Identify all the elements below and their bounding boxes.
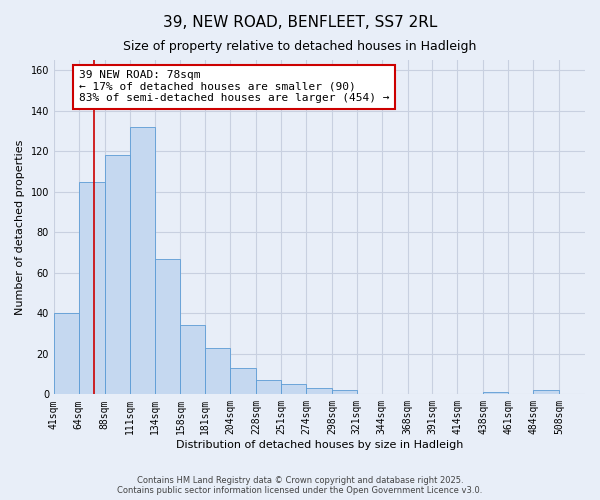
Bar: [484, 392, 508, 394]
Bar: [256, 380, 281, 394]
X-axis label: Distribution of detached houses by size in Hadleigh: Distribution of detached houses by size …: [176, 440, 463, 450]
Bar: [332, 390, 357, 394]
Bar: [105, 155, 130, 394]
Bar: [533, 390, 559, 394]
Text: 39, NEW ROAD, BENFLEET, SS7 2RL: 39, NEW ROAD, BENFLEET, SS7 2RL: [163, 15, 437, 30]
Text: 39 NEW ROAD: 78sqm
← 17% of detached houses are smaller (90)
83% of semi-detache: 39 NEW ROAD: 78sqm ← 17% of detached hou…: [79, 70, 389, 103]
Text: Size of property relative to detached houses in Hadleigh: Size of property relative to detached ho…: [124, 40, 476, 53]
Bar: [281, 384, 306, 394]
Bar: [155, 258, 181, 394]
Bar: [306, 388, 332, 394]
Bar: [54, 314, 79, 394]
Y-axis label: Number of detached properties: Number of detached properties: [15, 140, 25, 315]
Bar: [79, 182, 105, 394]
Bar: [181, 326, 205, 394]
Bar: [205, 348, 230, 395]
Bar: [230, 368, 256, 394]
Bar: [130, 127, 155, 394]
Text: Contains HM Land Registry data © Crown copyright and database right 2025.
Contai: Contains HM Land Registry data © Crown c…: [118, 476, 482, 495]
